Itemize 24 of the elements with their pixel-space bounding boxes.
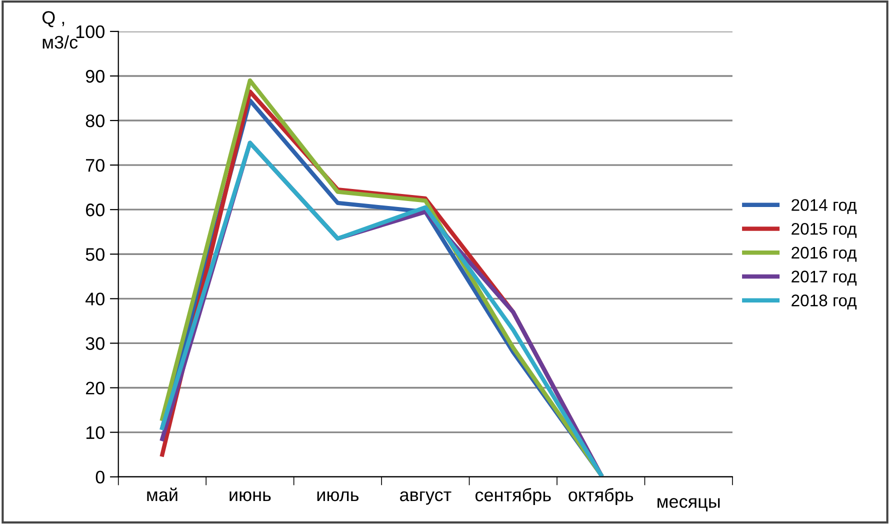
y-tick-label: 0 [96, 470, 104, 484]
x-axis-title: месяцы [658, 498, 720, 512]
y-tick-label: 40 [86, 292, 104, 306]
y-tick-label: 50 [86, 248, 104, 261]
x-tick-label: июль [317, 491, 359, 502]
x-tick-label: август [400, 491, 452, 505]
y-tick-label: 10 [86, 426, 104, 440]
x-tick-label: октябрь [568, 488, 634, 505]
x-tick-label: май [147, 488, 178, 502]
x-tick-label: июнь [230, 491, 271, 502]
y-tick-label: 90 [86, 70, 104, 83]
y-tick-label: 70 [86, 158, 104, 172]
y-axis-title: Q , м3/с [42, 11, 78, 49]
x-tick-label: сентябрь [475, 488, 551, 505]
y-tick-label: 60 [86, 204, 104, 216]
legend-label: 2018 год [792, 294, 857, 310]
y-tick-label: 20 [86, 382, 104, 394]
y-tick-label: 80 [86, 114, 104, 128]
legend-label: 2015 год [792, 222, 857, 238]
y-tick-label: 100 [76, 25, 104, 38]
legend-label: 2017 год [792, 270, 857, 286]
legend-label: 2016 год [792, 246, 857, 262]
legend-label: 2014 год [792, 199, 857, 214]
y-tick-label: 30 [86, 337, 104, 350]
